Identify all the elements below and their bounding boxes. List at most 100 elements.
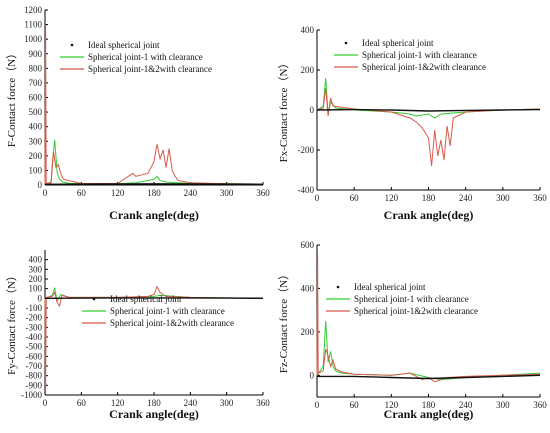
series-ideal-line xyxy=(316,108,541,112)
y-tick-label: 0 xyxy=(310,370,315,380)
y-tick-label: 600 xyxy=(29,93,43,103)
y-tick-label: 500 xyxy=(29,107,43,117)
series-joint-1-2-line xyxy=(316,253,541,383)
y-tick-label: 100 xyxy=(29,165,43,175)
x-tick-label: 120 xyxy=(111,398,125,408)
legend: Ideal spherical joint Spherical joint-1 w… xyxy=(326,282,478,316)
y-tick-label: 1100 xyxy=(24,20,42,30)
legend-marker-ideal xyxy=(336,285,340,289)
y-tick-label: -900 xyxy=(26,380,43,390)
x-tick-label: 0 xyxy=(43,398,48,408)
y-tick-label: -800 xyxy=(26,371,43,381)
y-tick-label: 0 xyxy=(38,293,43,303)
y-axis-label: Fz-Contact force（N） xyxy=(277,269,290,373)
legend-entry: Spherical joint-1 with clearance xyxy=(110,306,225,316)
legend-entry: Spherical joint-1&2with clearance xyxy=(354,306,478,316)
x-tick-label: 60 xyxy=(77,398,87,408)
y-tick-label: 400 xyxy=(301,25,315,35)
y-tick-label: 300 xyxy=(29,136,43,146)
x-tick-label: 240 xyxy=(184,188,198,198)
legend: Ideal spherical joint Spherical joint-1 w… xyxy=(60,40,212,74)
y-tick-label: 0 xyxy=(38,180,43,190)
legend: Ideal spherical joint Spherical joint-1 w… xyxy=(334,38,486,72)
y-tick-label: 1200 xyxy=(24,5,43,15)
y-tick-label: -500 xyxy=(26,342,43,352)
y-tick-label: 400 xyxy=(29,255,43,265)
y-axis-label: F-Contact force（N） xyxy=(5,48,18,147)
y-tick-label: 400 xyxy=(29,122,43,132)
x-tick-label: 60 xyxy=(350,400,360,410)
x-tick-label: 240 xyxy=(459,193,473,203)
y-tick-label: 900 xyxy=(29,49,43,59)
x-tick-label: 60 xyxy=(350,193,360,203)
x-tick-label: 180 xyxy=(147,188,161,198)
legend-entry: Spherical joint-1&2with clearance xyxy=(110,318,234,328)
y-tick-label: -400 xyxy=(298,185,315,195)
y-tick-label: 400 xyxy=(301,283,315,293)
x-tick-label: 300 xyxy=(496,193,510,203)
y-tick-label: 700 xyxy=(29,78,43,88)
y-tick-label: 300 xyxy=(29,264,43,274)
chart-panel-1: 0100200300400500600700800900100011001200… xyxy=(5,5,270,222)
series-ideal-line xyxy=(317,374,541,380)
x-tick-label: 360 xyxy=(533,400,547,410)
chart-panel-2: -400 -200 0 200 400 0 60 120 180 240 300 360 Crank a… xyxy=(277,25,547,222)
x-tick-label: 300 xyxy=(220,398,234,408)
legend-entry: Ideal spherical joint xyxy=(110,294,182,304)
x-tick-label: 120 xyxy=(385,400,399,410)
series-ideal-line xyxy=(44,183,264,185)
legend-entry: Ideal spherical joint xyxy=(362,38,434,48)
y-axis-label: Fx-Contact force（N） xyxy=(277,58,290,163)
x-axis-label: Crank angle(deg) xyxy=(384,208,474,222)
y-axis-label: Fy-Contact force（N） xyxy=(5,270,18,375)
series-joint-1-line xyxy=(316,320,541,381)
x-tick-label: 180 xyxy=(422,193,436,203)
x-axis-label: Crank angle(deg) xyxy=(109,407,199,421)
x-tick-label: 300 xyxy=(496,400,510,410)
series-joint-1-2-line xyxy=(316,87,541,167)
x-tick-label: 60 xyxy=(77,188,87,198)
legend-marker-ideal xyxy=(70,43,74,47)
series-joint-1-2-line xyxy=(44,24,264,185)
legend-marker-ideal xyxy=(92,297,96,301)
y-tick-label: -700 xyxy=(26,361,43,371)
y-tick-label: -100 xyxy=(26,303,43,313)
legend-entry: Spherical joint-1&2with clearance xyxy=(88,64,212,74)
x-tick-label: 120 xyxy=(385,193,399,203)
legend-entry: Ideal spherical joint xyxy=(88,40,160,50)
chart-panel-4: 0 200 400 600 0 60 120 180 240 300 360 Crank angle(… xyxy=(277,240,547,421)
x-tick-label: 240 xyxy=(184,398,198,408)
x-tick-label: 360 xyxy=(256,398,270,408)
x-tick-label: 0 xyxy=(43,188,48,198)
y-tick-label: -1000 xyxy=(21,390,42,400)
chart-panel-3: -1000-900-800-700-600-500-400-300-200-10… xyxy=(5,250,270,421)
x-tick-label: 360 xyxy=(533,193,547,203)
x-tick-label: 240 xyxy=(459,400,473,410)
legend-entry: Spherical joint-1 with clearance xyxy=(354,294,469,304)
y-tick-label: 200 xyxy=(29,274,43,284)
x-tick-label: 0 xyxy=(315,193,320,203)
legend-entry: Spherical joint-1 with clearance xyxy=(362,50,477,60)
y-tick-label: 600 xyxy=(301,240,315,250)
legend-marker-ideal xyxy=(344,41,348,45)
y-tick-label: 100 xyxy=(29,284,43,294)
x-tick-label: 180 xyxy=(147,398,161,408)
x-tick-label: 300 xyxy=(220,188,234,198)
x-tick-label: 360 xyxy=(256,188,270,198)
x-tick-label: 180 xyxy=(422,400,436,410)
series-joint-1-line xyxy=(316,77,541,119)
y-tick-label: 1000 xyxy=(24,34,43,44)
y-tick-label: 0 xyxy=(310,105,315,115)
y-tick-label: 200 xyxy=(29,151,43,161)
legend-entry: Spherical joint-1 with clearance xyxy=(88,52,203,62)
y-tick-label: -200 xyxy=(298,145,315,155)
legend-entry: Spherical joint-1&2with clearance xyxy=(362,62,486,72)
x-axis-label: Crank angle(deg) xyxy=(109,208,199,222)
legend: Ideal spherical joint Spherical joint-1 w… xyxy=(82,294,234,328)
y-tick-label: -200 xyxy=(26,313,43,323)
x-tick-label: 0 xyxy=(315,400,320,410)
y-tick-label: -600 xyxy=(26,351,43,361)
y-tick-label: 800 xyxy=(29,63,43,73)
y-tick-label: -300 xyxy=(26,322,43,332)
